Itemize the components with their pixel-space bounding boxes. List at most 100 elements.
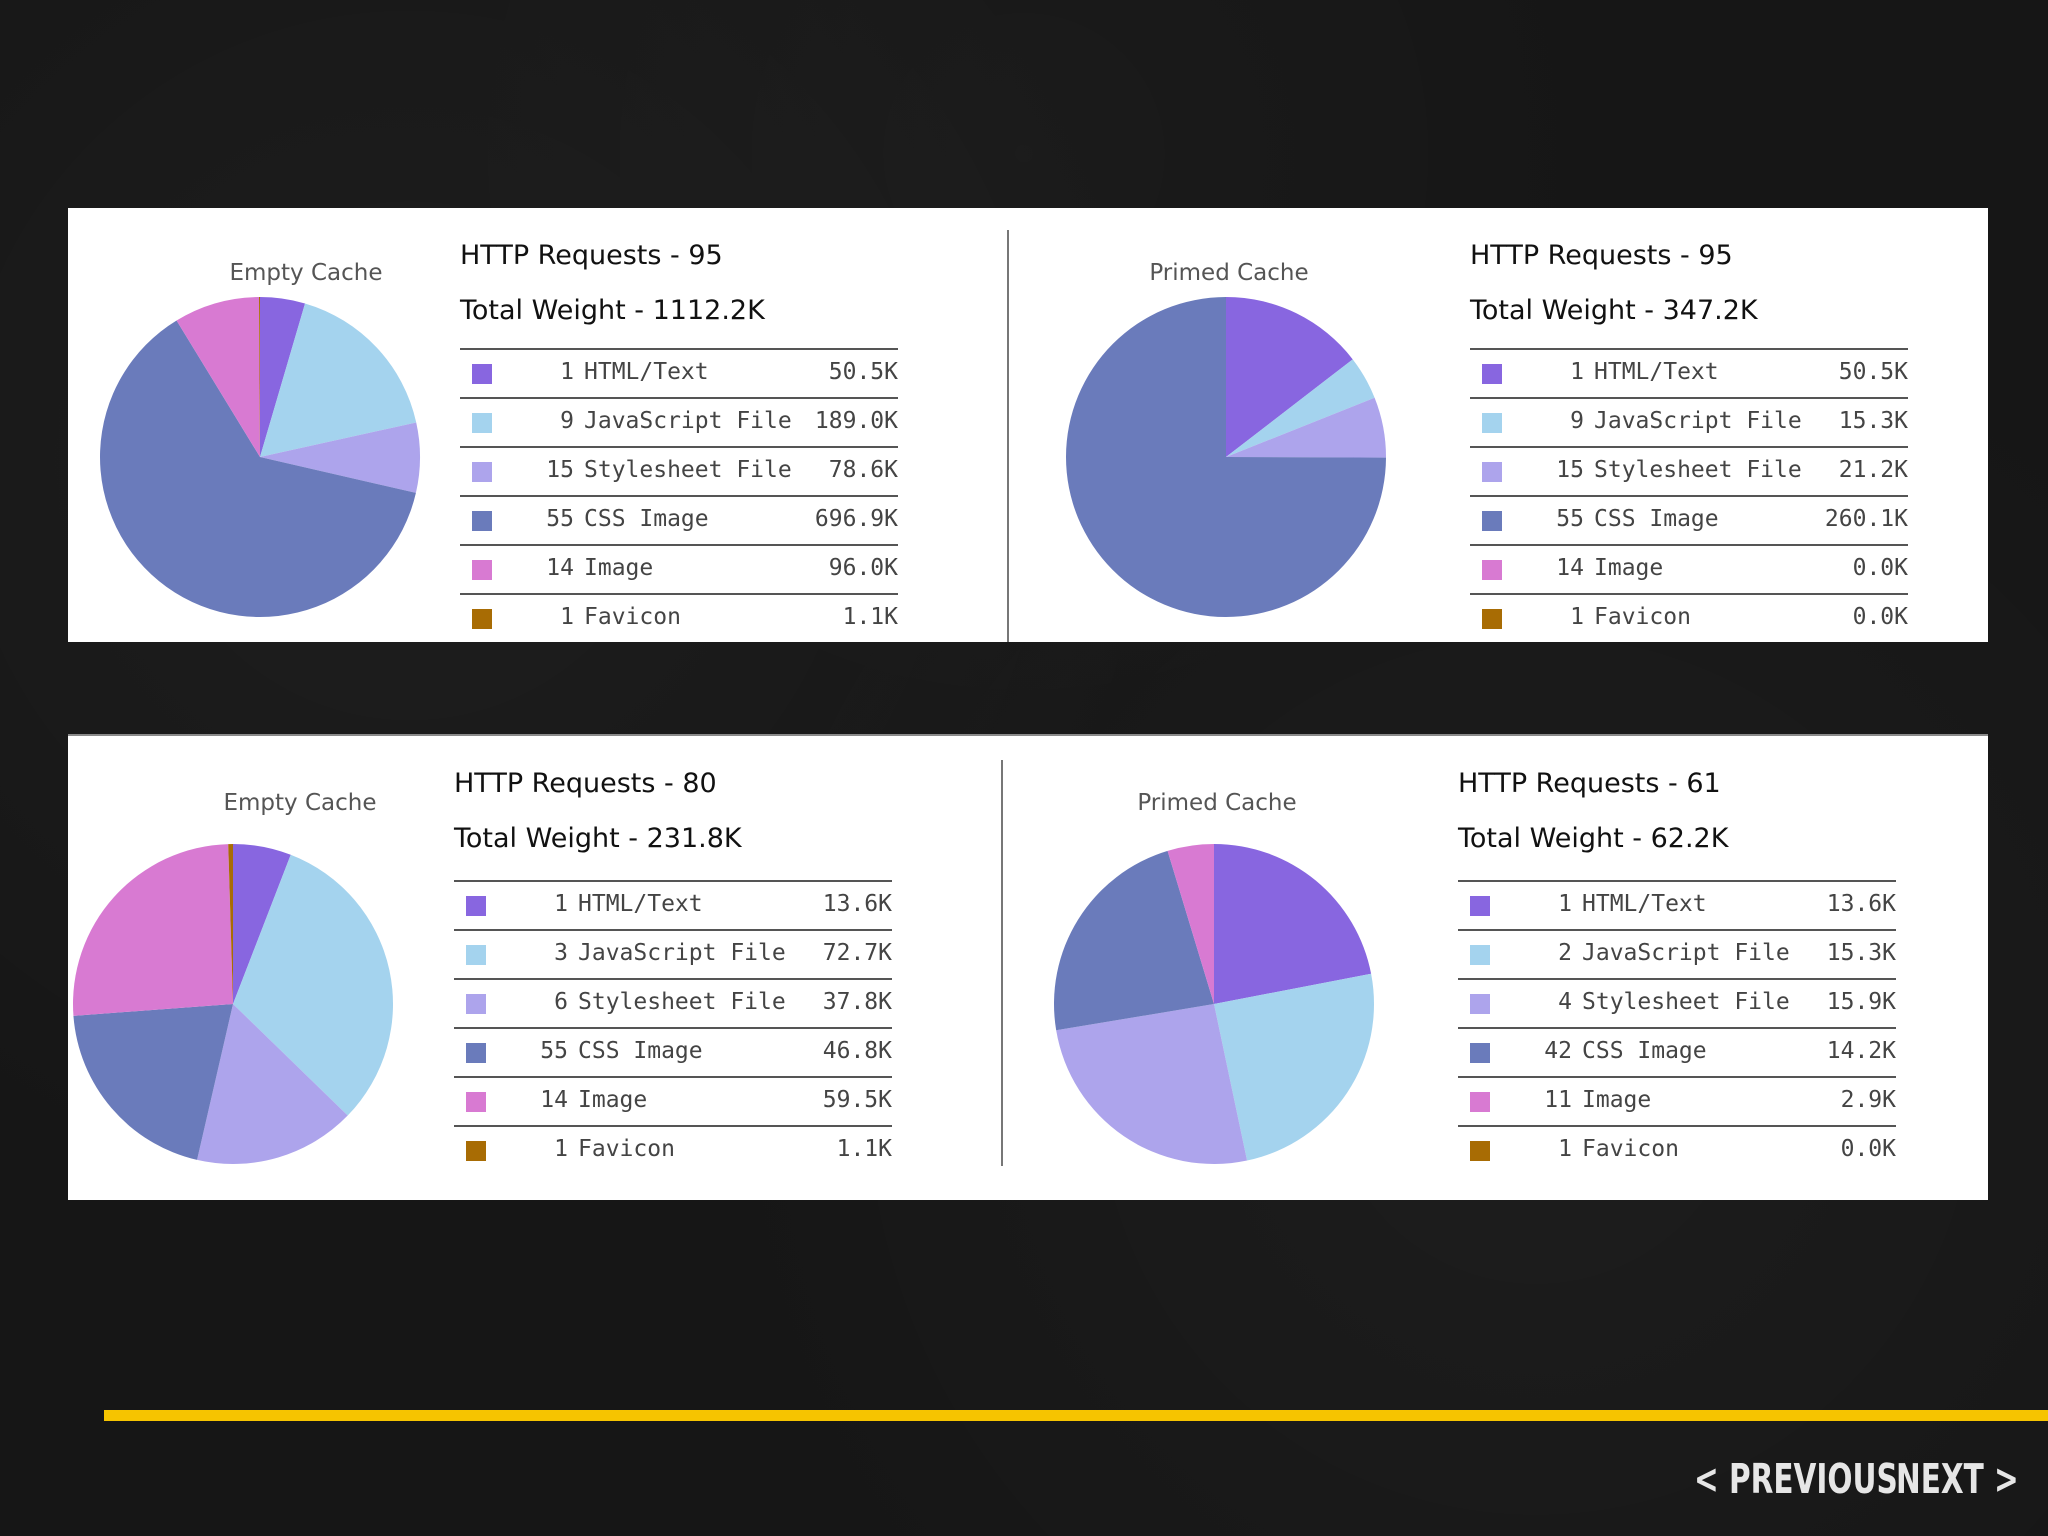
legend-count: 1 (1558, 1136, 1572, 1162)
legend-size: 2.9K (1840, 1087, 1896, 1113)
legend-size: 13.6K (1826, 891, 1896, 917)
legend-swatch (466, 1141, 486, 1161)
yellow-divider-rule (104, 1410, 2048, 1421)
legend-label: HTML/Text (1594, 359, 1719, 385)
legend-label: HTML/Text (578, 891, 703, 917)
summary-block: HTTP Requests - 95 Total Weight - 1112.2K (460, 228, 765, 338)
legend-table: 1 HTML/Text 50.5K 9 JavaScript File 15.3K 15 St… (1470, 348, 1908, 642)
http-requests-total: HTTP Requests - 61 (1458, 768, 1721, 799)
legend-label: CSS Image (578, 1038, 703, 1064)
http-requests-total: HTTP Requests - 95 (460, 240, 723, 271)
previous-label: PREVIOUS (1729, 1455, 1898, 1503)
legend-swatch (466, 896, 486, 916)
legend-count: 4 (1558, 989, 1572, 1015)
legend-row: 1 HTML/Text 13.6K (1458, 882, 1896, 931)
report-empty-cache-1: Empty Cache HTTP Requests - 95 Total Weigh… (68, 208, 1008, 642)
legend-size: 96.0K (828, 555, 898, 581)
legend-count: 1 (554, 891, 568, 917)
legend-count: 1 (1570, 359, 1584, 385)
chevron-right-icon: > (1994, 1455, 2019, 1503)
legend-row: 14 Image 96.0K (460, 546, 898, 595)
legend-label: Favicon (578, 1136, 675, 1162)
legend-row: 3 JavaScript File 72.7K (454, 931, 892, 980)
legend-size: 50.5K (828, 359, 898, 385)
legend-count: 1 (554, 1136, 568, 1162)
legend-size: 72.7K (822, 940, 892, 966)
legend-swatch (472, 511, 492, 531)
total-weight: Total Weight - 347.2K (1470, 295, 1758, 326)
legend-swatch (1470, 1092, 1490, 1112)
legend-count: 14 (546, 555, 574, 581)
legend-row: 1 Favicon 0.0K (1470, 595, 1908, 642)
legend-swatch (1482, 413, 1502, 433)
legend-swatch (1482, 511, 1502, 531)
legend-label: HTML/Text (1582, 891, 1707, 917)
pie-title: Empty Cache (223, 790, 377, 816)
legend-swatch (466, 1043, 486, 1063)
legend-count: 11 (1544, 1087, 1572, 1113)
pie-slice-stylesheet-file (1226, 397, 1386, 458)
legend-row: 14 Image 59.5K (454, 1078, 892, 1127)
legend-size: 37.8K (822, 989, 892, 1015)
legend-size: 0.0K (1852, 555, 1908, 581)
report-primed-cache-1: Primed Cache HTTP Requests - 95 Total Weig… (1066, 208, 2021, 642)
legend-table: 1 HTML/Text 13.6K 3 JavaScript File 72.7K 6 Sty… (454, 880, 892, 1174)
pie-title: Primed Cache (1137, 790, 1297, 816)
pie-slice-javascript-file (1226, 359, 1375, 457)
summary-block: HTTP Requests - 95 Total Weight - 347.2K (1470, 228, 1758, 338)
pie-slice-css-image (73, 1004, 233, 1160)
pie-slice-html-text (1226, 297, 1353, 457)
legend-row: 1 Favicon 1.1K (460, 595, 898, 642)
legend-swatch (472, 609, 492, 629)
legend-row: 1 Favicon 0.0K (1458, 1127, 1896, 1174)
legend-label: Stylesheet File (578, 989, 786, 1015)
legend-size: 1.1K (842, 604, 898, 630)
legend-label: Image (1582, 1087, 1652, 1113)
total-weight: Total Weight - 62.2K (1458, 823, 1729, 854)
legend-count: 9 (1570, 408, 1584, 434)
legend-row: 6 Stylesheet File 37.8K (454, 980, 892, 1029)
legend-count: 15 (546, 457, 574, 483)
legend-row: 1 HTML/Text 50.5K (1470, 350, 1908, 399)
legend-label: Image (584, 555, 654, 581)
legend-label: Favicon (1594, 604, 1691, 630)
legend-row: 1 HTML/Text 50.5K (460, 350, 898, 399)
legend-swatch (1482, 560, 1502, 580)
report-empty-cache-2: Empty Cache HTTP Requests - 80 Total Weigh… (68, 736, 1008, 1200)
total-weight: Total Weight - 1112.2K (460, 295, 765, 326)
legend-row: 15 Stylesheet File 78.6K (460, 448, 898, 497)
legend-count: 1 (1558, 891, 1572, 917)
pie-slice-css-image (1066, 297, 1386, 618)
next-button[interactable]: NEXT > (1896, 1452, 2019, 1506)
legend-label: Favicon (584, 604, 681, 630)
bottom-comparison-panel: Empty Cache HTTP Requests - 80 Total Weigh… (68, 734, 1988, 1200)
pie-title: Empty Cache (229, 260, 383, 286)
legend-label: Image (578, 1087, 648, 1113)
legend-count: 1 (560, 359, 574, 385)
legend-swatch (472, 462, 492, 482)
report-primed-cache-2: Primed Cache HTTP Requests - 61 Total Weig… (1054, 736, 2015, 1200)
pie-slice-html-text (233, 844, 291, 1004)
legend-count: 6 (554, 989, 568, 1015)
legend-label: Stylesheet File (1594, 457, 1802, 483)
legend-row: 42 CSS Image 14.2K (1458, 1029, 1896, 1078)
legend-size: 21.2K (1838, 457, 1908, 483)
pie-slice-javascript-file (260, 303, 417, 457)
pie-slice-javascript-file (233, 854, 393, 1116)
pie-slice-stylesheet-file (260, 422, 420, 493)
legend-size: 696.9K (814, 506, 898, 532)
legend-row: 55 CSS Image 696.9K (460, 497, 898, 546)
previous-button[interactable]: < PREVIOUS (1694, 1452, 1898, 1506)
top-comparison-panel: Empty Cache HTTP Requests - 95 Total Weigh… (68, 208, 1988, 642)
legend-size: 59.5K (822, 1087, 892, 1113)
chevron-left-icon: < (1694, 1455, 1719, 1503)
pie-slice-html-text (260, 297, 306, 457)
legend-table: 1 HTML/Text 50.5K 9 JavaScript File 189.0K 15 S… (460, 348, 898, 642)
legend-label: CSS Image (584, 506, 709, 532)
legend-count: 55 (540, 1038, 568, 1064)
summary-block: HTTP Requests - 80 Total Weight - 231.8K (454, 756, 742, 866)
legend-swatch (472, 413, 492, 433)
legend-swatch (472, 560, 492, 580)
legend-label: HTML/Text (584, 359, 709, 385)
next-label: NEXT (1896, 1455, 1984, 1503)
